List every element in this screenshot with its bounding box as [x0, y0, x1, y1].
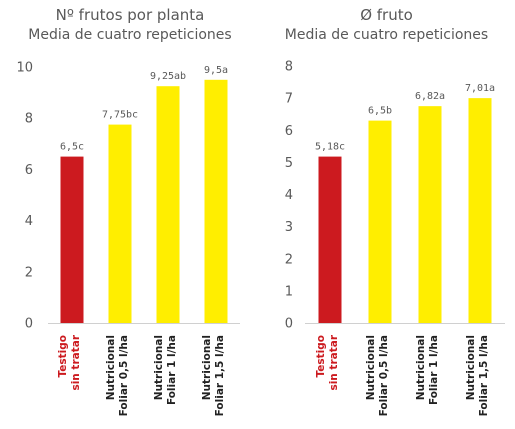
category-label: Foliar 1,5 l/ha: [478, 335, 490, 416]
y-tick-label: 6: [25, 163, 33, 178]
data-label: 7,01a: [465, 83, 495, 94]
category-label: Nutricional: [415, 335, 427, 400]
y-tick-label: 6: [285, 124, 293, 139]
y-tick-label: 4: [285, 188, 293, 203]
y-tick-label: 8: [25, 112, 33, 127]
chart-subtitle: Media de cuatro repeticiones: [28, 27, 232, 43]
y-tick-label: 10: [16, 61, 33, 76]
bar: [368, 120, 392, 323]
bar: [468, 98, 492, 323]
category-label: Nutricional: [201, 335, 213, 400]
chart-title-fruits-per-plant: Nº frutos por planta Media de cuatro rep…: [0, 7, 260, 44]
category-label: Nutricional: [153, 335, 165, 400]
bar: [60, 156, 84, 323]
chart-title: Nº frutos por planta: [55, 6, 205, 24]
category-label: Testigo: [315, 335, 327, 378]
bar: [108, 124, 132, 323]
category-label: sin tratar: [70, 334, 82, 390]
y-tick-label: 3: [285, 220, 293, 235]
chart-subtitle: Media de cuatro repeticiones: [284, 27, 489, 43]
y-tick-label: 8: [285, 60, 293, 75]
data-label: 6,5c: [60, 142, 84, 153]
category-label: Foliar 0,5 l/ha: [118, 335, 130, 416]
y-tick-label: 0: [285, 317, 293, 332]
y-tick-label: 2: [25, 265, 33, 280]
y-tick-label: 2: [285, 252, 293, 267]
chart-fruit-diameter: 0 1 2 3 4 5 6 7 8 5,18c Testigo sin tratar 6,5b Nutri…: [285, 60, 505, 416]
y-tick-label: 7: [285, 92, 293, 107]
y-tick-label: 5: [285, 156, 293, 171]
chart-title-fruit-diameter: Ø fruto Media de cuatro repeticiones: [258, 7, 515, 44]
category-label: Foliar 1 l/ha: [166, 335, 178, 405]
category-label: Foliar 1,5 l/ha: [214, 335, 226, 416]
chart-fruits-per-plant: 0 2 4 6 8 10 6,5c Testigo sin tratar 7,75bc Nutric…: [16, 61, 240, 416]
bar: [318, 156, 342, 323]
chart-title: Ø fruto: [360, 6, 413, 24]
data-label: 6,5b: [368, 106, 392, 117]
category-label: sin tratar: [328, 334, 340, 390]
data-label: 9,5a: [204, 65, 228, 76]
data-label: 5,18c: [315, 142, 345, 153]
y-tick-label: 0: [25, 317, 33, 332]
data-label: 6,82a: [415, 91, 445, 102]
category-label: Nutricional: [365, 335, 377, 400]
category-label: Nutricional: [105, 335, 117, 400]
y-tick-label: 4: [25, 214, 33, 229]
bar: [204, 79, 228, 323]
data-label: 9,25ab: [150, 71, 186, 82]
category-label: Foliar 0,5 l/ha: [378, 335, 390, 416]
bar: [418, 106, 442, 323]
category-label: Nutricional: [465, 335, 477, 400]
category-label: Testigo: [57, 335, 69, 378]
data-label: 7,75bc: [102, 110, 138, 121]
category-label: Foliar 1 l/ha: [428, 335, 440, 405]
bar: [156, 86, 180, 323]
y-tick-label: 1: [285, 284, 293, 299]
